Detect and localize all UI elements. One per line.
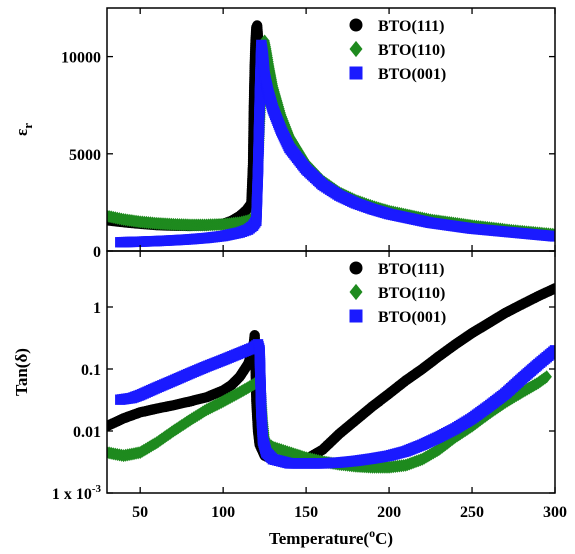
y-tick-label: 0 xyxy=(93,244,101,261)
y-tick-label: 0.1 xyxy=(81,362,101,379)
x-tick-label: 250 xyxy=(460,504,484,521)
panel-bottom: 50 100 150 200 250 300 1 x 10-3 0.01 0.1 1 Tan(δ) T… xyxy=(12,250,567,548)
y-tick-label: 1 xyxy=(93,300,101,317)
legend-marker xyxy=(349,261,363,275)
y-tick-label: 5000 xyxy=(69,147,101,164)
y-tick-label: 10000 xyxy=(61,50,101,67)
legend-label: BTO(001) xyxy=(378,309,446,326)
legend: BTO(111) BTO(110) BTO(001) xyxy=(349,261,446,326)
series-BTO(111) xyxy=(107,20,265,232)
y-axis-title: εr xyxy=(12,123,35,136)
legend-marker xyxy=(349,40,363,58)
x-tick-label: 300 xyxy=(543,504,567,521)
data-point xyxy=(541,370,552,384)
data-point xyxy=(549,283,555,294)
panel-top: 0 5000 10000 εr BTO(111) BTO(110) BTO(001) xyxy=(12,7,556,261)
series-BTO(001) xyxy=(115,339,555,469)
legend-marker xyxy=(349,309,363,323)
y-tick-label: 1 x 10-3 xyxy=(52,483,102,503)
x-tick-label: 50 xyxy=(132,504,148,521)
legend-marker xyxy=(349,283,363,301)
legend-label: BTO(110) xyxy=(378,285,445,302)
legend-label: BTO(111) xyxy=(378,18,444,35)
y-tick-label: 0.01 xyxy=(73,424,101,441)
data-point xyxy=(549,345,555,356)
legend-marker xyxy=(349,66,363,80)
legend-label: BTO(110) xyxy=(378,42,445,59)
series-BTO(001) xyxy=(115,39,555,248)
x-axis-title: Temperature(oC) xyxy=(269,526,393,548)
series-BTO(110) xyxy=(107,34,555,241)
plot-frame xyxy=(106,250,556,494)
plot-frame xyxy=(106,7,556,252)
x-tick-label: 100 xyxy=(211,504,235,521)
y-axis-title: Tan(δ) xyxy=(12,348,31,396)
x-tick-label: 150 xyxy=(294,504,318,521)
legend-label: BTO(001) xyxy=(378,66,446,83)
legend-marker xyxy=(349,18,363,32)
legend: BTO(111) BTO(110) BTO(001) xyxy=(349,18,446,83)
legend-label: BTO(111) xyxy=(378,261,444,278)
data-point xyxy=(549,231,555,242)
x-tick-label: 200 xyxy=(377,504,401,521)
